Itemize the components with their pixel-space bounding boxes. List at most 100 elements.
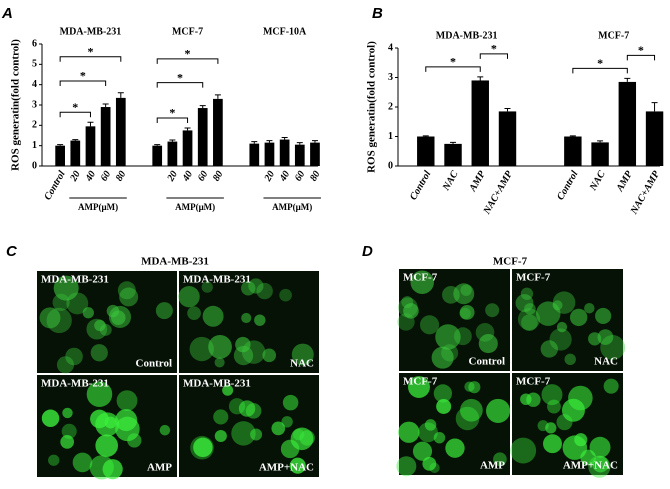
x-tick-label: 20: [68, 169, 83, 184]
cell-blob: [410, 270, 434, 294]
x-tick-label: 20: [165, 169, 180, 184]
image-cell-label: MDA-MB-231: [41, 378, 109, 390]
cell-blob: [524, 303, 536, 315]
group-title: MDA-MB-231: [60, 26, 122, 37]
error-bar: [651, 102, 658, 112]
error-bar: [477, 76, 484, 81]
cell-blob: [72, 452, 93, 473]
significance-label: *: [450, 55, 456, 69]
bar: [471, 80, 489, 166]
cell-blob: [271, 421, 286, 436]
cell-blob: [159, 424, 171, 436]
error-bar: [569, 135, 576, 137]
cell-blob: [589, 436, 611, 458]
cell-blob: [279, 288, 292, 302]
cell-blob: [280, 439, 300, 459]
bar: [279, 139, 290, 166]
cell-blob: [231, 421, 256, 446]
cell-blob: [595, 307, 612, 325]
panel-letter: C: [6, 243, 18, 260]
significance-bracket: [572, 67, 628, 74]
cell-blob: [39, 307, 61, 329]
bar: [645, 111, 664, 166]
y-tick-label: 2: [32, 120, 37, 131]
cell-blob: [468, 381, 481, 394]
cell-blob: [485, 303, 500, 318]
cell-blob: [90, 344, 108, 362]
x-tick-label: NAC: [587, 169, 607, 193]
y-tick-label: 0: [388, 160, 393, 171]
x-tick-label: Control: [555, 169, 580, 202]
error-bar: [169, 139, 176, 142]
bar: [55, 145, 65, 166]
significance-label: *: [638, 43, 644, 57]
cell-blob: [291, 343, 314, 366]
error-bar: [184, 127, 191, 131]
cell-blob: [82, 307, 94, 319]
bar: [444, 143, 462, 166]
cell-blob: [597, 329, 614, 345]
y-tick-label: 4: [32, 79, 37, 90]
cell-blob: [94, 319, 106, 332]
error-bar: [57, 144, 64, 146]
cell-blob: [556, 414, 573, 431]
x-tick-label: AMP: [467, 168, 488, 194]
panel-letter: D: [362, 243, 373, 260]
cell-blob: [520, 287, 534, 300]
cell-blob: [228, 398, 246, 415]
cell-blob: [436, 398, 452, 414]
cell-blob: [238, 400, 256, 417]
cell-blob: [520, 393, 532, 405]
cell-blob: [61, 423, 77, 439]
cell-blob: [537, 420, 549, 432]
error-bar: [281, 137, 288, 140]
error-bar: [450, 141, 457, 144]
bar: [264, 142, 275, 166]
error-bar: [504, 107, 511, 112]
x-tick-label: AMP: [614, 168, 635, 194]
bar: [310, 142, 320, 166]
image-cell-label: MDA-MB-231: [183, 274, 251, 286]
x-tick-label: 60: [196, 169, 211, 183]
cell-blob: [401, 296, 414, 309]
x-tick-label: Control: [42, 169, 67, 202]
x-tick-label: 40: [83, 169, 98, 184]
cell-blob: [445, 438, 465, 458]
y-axis-label: ROS generatin(fold control): [10, 39, 22, 171]
error-bar: [154, 144, 161, 146]
cell-blob: [189, 336, 214, 362]
cell-blob: [459, 305, 475, 320]
cell-blob: [592, 455, 609, 473]
significance-bracket: [59, 80, 107, 86]
cell-blob: [214, 357, 225, 368]
cell-blob: [408, 376, 430, 399]
significance-label: *: [597, 56, 603, 70]
cell-blob: [419, 315, 440, 335]
cell-blob: [86, 318, 108, 340]
image-cell-label: MCF-7: [403, 272, 438, 284]
cell-blob: [48, 454, 60, 466]
cell-blob: [108, 305, 132, 329]
cell-blob: [435, 324, 461, 350]
image-cell-label: MDA-MB-231: [41, 274, 109, 286]
cell-blob: [116, 390, 138, 412]
y-tick-label: 4: [388, 42, 393, 53]
x-tick-label: 80: [114, 169, 129, 183]
cell-blob: [201, 281, 213, 293]
cell-blob: [478, 334, 498, 354]
x-tick-label: 60: [293, 169, 308, 183]
bar: [249, 143, 260, 166]
cell-blob: [262, 348, 277, 363]
image-cell-label: MCF-7: [516, 272, 551, 284]
image-condition-label: AMP+NAC: [259, 462, 314, 474]
group-axis-label: AMP(μM): [272, 202, 312, 212]
cell-blob: [52, 293, 70, 311]
image-condition-label: Control: [136, 358, 172, 370]
y-axis-label: ROS generatin(fold control): [366, 41, 378, 173]
y-tick-label: 6: [32, 38, 37, 49]
bar: [70, 140, 81, 166]
cell-blob: [453, 283, 475, 305]
cell-blob: [510, 437, 537, 464]
cell-blob: [588, 332, 602, 346]
cell-blob: [214, 429, 227, 443]
